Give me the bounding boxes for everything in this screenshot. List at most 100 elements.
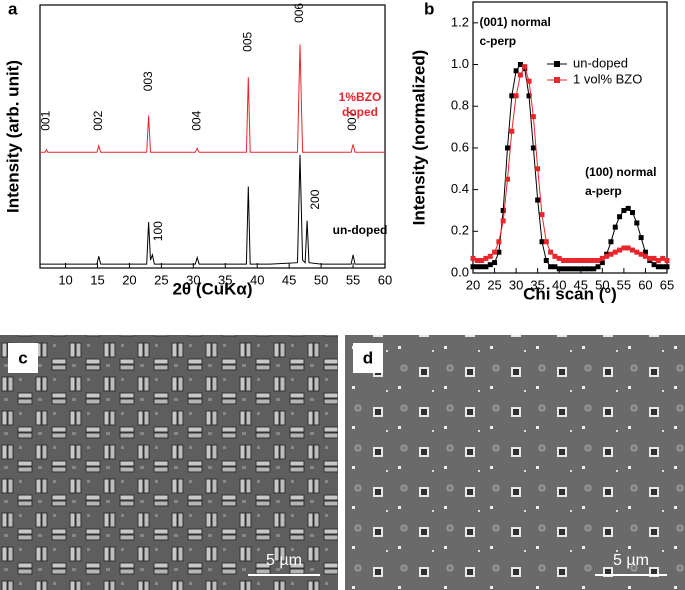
series-label: un-doped	[332, 223, 388, 237]
marker	[573, 257, 579, 263]
marker	[599, 255, 605, 261]
peak-label: 002	[91, 110, 105, 130]
marker	[625, 205, 631, 211]
legend-label: un-doped	[573, 55, 628, 70]
plot-frame	[39, 4, 386, 269]
series-label-box: un-doped	[332, 223, 388, 237]
marker	[487, 262, 493, 268]
x-tick-label: 60	[638, 277, 652, 292]
series-label-box: 1%BZO doped	[338, 90, 382, 119]
marker	[513, 93, 519, 99]
marker	[483, 264, 489, 270]
marker	[517, 72, 523, 78]
x-tick-label: 50	[595, 277, 609, 292]
marker	[526, 78, 532, 84]
sem-image-d	[345, 335, 685, 590]
x-tick-label: 40	[552, 277, 566, 292]
marker	[578, 266, 584, 272]
marker	[638, 235, 644, 241]
x-tick-label: 65	[660, 277, 674, 292]
marker	[543, 257, 549, 263]
marker	[565, 257, 571, 263]
marker	[509, 93, 515, 99]
marker	[604, 253, 610, 259]
marker	[535, 166, 541, 172]
marker	[539, 239, 545, 245]
marker	[582, 257, 588, 263]
panel-label-box	[8, 343, 38, 373]
marker	[496, 239, 502, 245]
marker	[638, 251, 644, 257]
x-axis-title: 2θ (CuKα)	[172, 279, 252, 298]
legend-marker	[554, 77, 560, 83]
marker	[526, 93, 532, 99]
annotation: a-perp	[585, 184, 622, 198]
scale-bar-label: 5 µm	[613, 552, 649, 569]
y-tick-label: 0.2	[451, 223, 469, 238]
x-tick-label: 35	[218, 272, 232, 287]
panel-label: a	[8, 0, 18, 18]
y-axis-title: Intensity (arb. unit)	[3, 60, 22, 213]
series-line	[472, 65, 668, 262]
x-tick-label: 45	[282, 272, 296, 287]
marker	[621, 245, 627, 251]
marker	[535, 197, 541, 203]
x-tick-label: 45	[574, 277, 588, 292]
series-line	[40, 44, 385, 153]
marker	[578, 257, 584, 263]
marker	[651, 262, 657, 268]
legend-marker	[554, 61, 560, 67]
marker	[487, 253, 493, 259]
marker	[513, 68, 519, 74]
marker	[561, 266, 567, 272]
marker	[595, 257, 601, 263]
peak-label: 100	[151, 221, 165, 241]
marker	[599, 260, 605, 266]
x-axis-title: Chi scan (°)	[523, 284, 617, 303]
y-axis-title: Intensity (normalized)	[409, 50, 428, 226]
marker	[504, 145, 510, 151]
x-tick-label: 20	[122, 272, 136, 287]
marker	[569, 257, 575, 263]
marker	[496, 249, 502, 255]
x-tick-label: 50	[314, 272, 328, 287]
marker	[655, 257, 661, 263]
marker	[569, 266, 575, 272]
marker	[630, 247, 636, 253]
x-tick-label: 10	[58, 272, 72, 287]
marker	[548, 264, 554, 270]
marker	[561, 257, 567, 263]
series-label: 1%BZO doped	[338, 90, 382, 119]
marker	[647, 255, 653, 261]
marker	[530, 145, 536, 151]
x-tick-label: 15	[90, 272, 104, 287]
marker	[612, 224, 618, 230]
marker	[500, 207, 506, 213]
marker	[630, 210, 636, 216]
series-line	[40, 154, 385, 265]
marker	[586, 257, 592, 263]
marker	[556, 255, 562, 261]
marker	[660, 255, 666, 261]
marker	[617, 214, 623, 220]
marker	[470, 255, 476, 261]
panel-label: c	[18, 348, 27, 367]
scale-bar-label: 5 µm	[266, 552, 302, 569]
x-tick-label: 55	[346, 272, 360, 287]
peak-label: 004	[189, 110, 203, 130]
marker	[492, 260, 498, 266]
peak-label: 001	[39, 110, 53, 130]
marker	[591, 266, 597, 272]
marker	[655, 264, 661, 270]
marker	[548, 249, 554, 255]
marker	[543, 239, 549, 245]
x-tick-label: 35	[530, 277, 544, 292]
marker	[591, 257, 597, 263]
marker	[470, 264, 476, 270]
marker	[634, 220, 640, 226]
x-tick-label: 55	[617, 277, 631, 292]
marker	[474, 264, 480, 270]
marker	[556, 266, 562, 272]
marker	[479, 257, 485, 263]
